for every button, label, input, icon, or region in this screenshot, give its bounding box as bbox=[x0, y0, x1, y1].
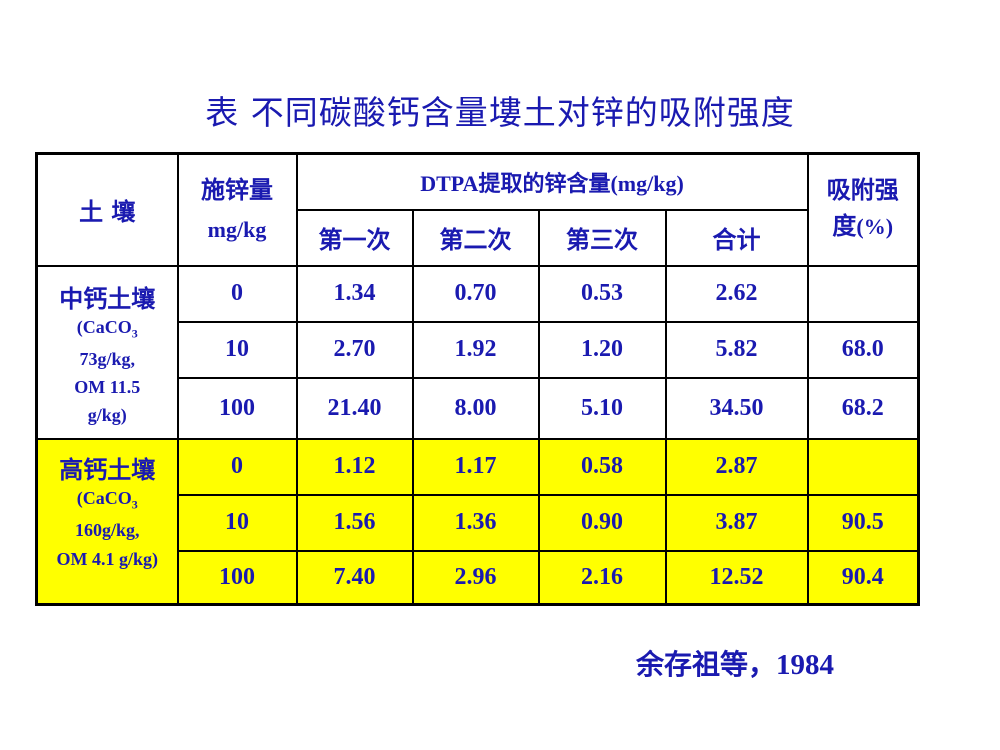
zinc-rate-cell: 0 bbox=[176, 437, 298, 496]
page-title: 表 不同碳酸钙含量塿土对锌的吸附强度 bbox=[205, 93, 795, 132]
header-third: 第三次 bbox=[537, 208, 667, 267]
header-soil: 土 壤 bbox=[35, 152, 179, 267]
header-total: 合计 bbox=[664, 208, 809, 267]
adsorption-cell: 90.5 bbox=[806, 493, 920, 552]
zinc-rate-cell: 0 bbox=[176, 264, 298, 323]
second-cell: 1.92 bbox=[411, 320, 540, 379]
adsorption-table: 土 壤 施锌量 mg/kg DTPA提取的锌含量(mg/kg) 吸附强 度(%)… bbox=[35, 152, 920, 606]
second-cell: 1.17 bbox=[411, 437, 540, 496]
first-cell: 1.56 bbox=[295, 493, 414, 552]
citation-year: 1984 bbox=[776, 649, 835, 681]
second-cell: 1.36 bbox=[411, 493, 540, 552]
third-cell: 1.20 bbox=[537, 320, 667, 379]
header-row-1: 土 壤 施锌量 mg/kg DTPA提取的锌含量(mg/kg) 吸附强 度(%) bbox=[35, 152, 920, 267]
zinc-rate-cell: 10 bbox=[176, 493, 298, 552]
table-row: 中钙土壤 (CaCO3 73g/kg, OM 11.5 g/kg) 0 1.34… bbox=[35, 264, 920, 440]
first-cell: 21.40 bbox=[295, 376, 414, 440]
soil-group-medium: 中钙土壤 (CaCO3 73g/kg, OM 11.5 g/kg) bbox=[35, 264, 179, 440]
first-cell: 2.70 bbox=[295, 320, 414, 379]
citation: 余存祖等，1984 bbox=[636, 643, 834, 683]
table-row-highlighted: 高钙土壤 (CaCO3 160g/kg, OM 4.1 g/kg) 0 1.12… bbox=[35, 437, 920, 606]
third-cell: 2.16 bbox=[537, 549, 667, 606]
total-cell: 34.50 bbox=[664, 376, 809, 440]
zinc-rate-cell: 10 bbox=[176, 320, 298, 379]
table-row-highlighted: 10 1.56 1.36 0.90 3.87 90.5 bbox=[37, 493, 920, 552]
header-second: 第二次 bbox=[411, 208, 540, 267]
adsorption-cell: 68.0 bbox=[806, 320, 920, 379]
third-cell: 0.53 bbox=[537, 264, 667, 323]
adsorption-cell: 90.4 bbox=[806, 549, 920, 606]
header-first: 第一次 bbox=[295, 208, 414, 267]
header-adsorption: 吸附强 度(%) bbox=[806, 152, 920, 267]
second-cell: 2.96 bbox=[411, 549, 540, 606]
first-cell: 7.40 bbox=[295, 549, 414, 606]
third-cell: 0.90 bbox=[537, 493, 667, 552]
adsorption-cell: 68.2 bbox=[806, 376, 920, 440]
soil-group-high: 高钙土壤 (CaCO3 160g/kg, OM 4.1 g/kg) bbox=[35, 437, 179, 606]
table-row: 100 21.40 8.00 5.10 34.50 68.2 bbox=[37, 376, 920, 440]
total-cell: 2.62 bbox=[664, 264, 809, 323]
third-cell: 5.10 bbox=[537, 376, 667, 440]
second-cell: 8.00 bbox=[411, 376, 540, 440]
zinc-rate-cell: 100 bbox=[176, 549, 298, 606]
header-row-2: 第一次 第二次 第三次 合计 bbox=[37, 208, 919, 267]
total-cell: 5.82 bbox=[664, 320, 809, 379]
first-cell: 1.34 bbox=[295, 264, 414, 323]
third-cell: 0.58 bbox=[537, 437, 667, 496]
total-cell: 12.52 bbox=[664, 549, 809, 606]
second-cell: 0.70 bbox=[411, 264, 540, 323]
header-zinc-rate: 施锌量 mg/kg bbox=[176, 152, 298, 267]
table-row-highlighted: 100 7.40 2.96 2.16 12.52 90.4 bbox=[37, 549, 920, 606]
citation-authors: 余存祖等， bbox=[636, 648, 777, 681]
adsorption-cell bbox=[806, 437, 920, 496]
first-cell: 1.12 bbox=[295, 437, 414, 496]
total-cell: 2.87 bbox=[664, 437, 809, 496]
header-dtpa: DTPA提取的锌含量(mg/kg) bbox=[295, 152, 809, 211]
adsorption-cell bbox=[806, 264, 920, 323]
table-row: 10 2.70 1.92 1.20 5.82 68.0 bbox=[37, 320, 920, 379]
zinc-rate-cell: 100 bbox=[176, 376, 298, 440]
total-cell: 3.87 bbox=[664, 493, 809, 552]
